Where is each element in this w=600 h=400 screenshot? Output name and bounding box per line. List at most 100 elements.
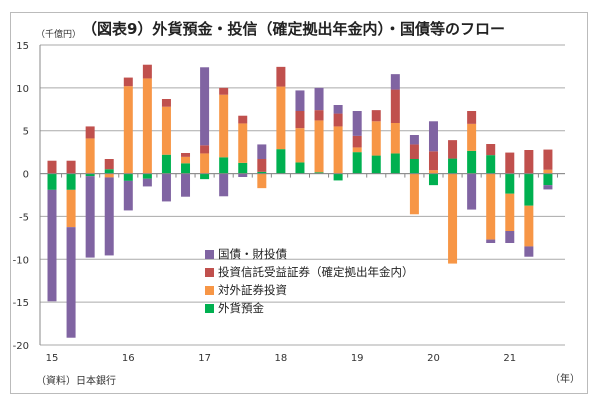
bar-segment — [524, 150, 534, 174]
bar-segment — [333, 173, 343, 181]
x-tick-label: 17 — [198, 353, 211, 364]
bar-segment — [257, 171, 267, 174]
y-tick-label: 15 — [16, 41, 29, 52]
bar-segment — [219, 94, 229, 158]
y-tick-label: 10 — [16, 84, 29, 95]
bar-segment — [467, 150, 477, 174]
bar-segment — [238, 123, 248, 163]
y-axis-unit: （千億円） — [36, 30, 82, 40]
bar-segment — [85, 138, 95, 174]
bar-segment — [104, 177, 114, 256]
bar-segment — [257, 144, 267, 159]
bar-segment — [543, 185, 553, 190]
bar-segment — [409, 144, 419, 159]
legend-swatch — [205, 249, 214, 259]
bar-segment — [314, 172, 324, 174]
bar-segment — [352, 147, 362, 153]
y-tick-label: -5 — [19, 212, 29, 223]
bar-segment — [181, 163, 191, 174]
bar-segment — [161, 173, 171, 202]
legend: 国債・財投債 投資信託受益証券（確定拠出年金内） 対外証券投資 外貨預金 — [205, 245, 414, 317]
bar-segment — [371, 155, 381, 174]
bar-segment — [47, 160, 57, 174]
bar-segment — [428, 170, 438, 174]
bar-segment — [371, 121, 381, 156]
bar-segment — [428, 173, 438, 186]
x-tick-label: 21 — [503, 353, 516, 364]
bar-segment — [467, 173, 477, 210]
bar-segment — [428, 121, 438, 152]
bar-segment — [238, 173, 248, 177]
bar-segment — [295, 90, 305, 111]
legend-swatch — [205, 285, 214, 295]
x-tick-label: 15 — [46, 353, 59, 364]
chart-frame — [10, 12, 588, 394]
bar-segment — [47, 189, 57, 302]
bar-segment — [238, 162, 248, 174]
y-tick-label: 5 — [23, 127, 29, 138]
bar-segment — [66, 227, 76, 338]
bar-segment — [333, 113, 343, 127]
bar-segment — [524, 173, 534, 206]
legend-swatch — [205, 267, 214, 277]
bar-segment — [295, 128, 305, 163]
x-tick-label: 20 — [427, 353, 440, 364]
bar-segment — [200, 145, 210, 154]
legend-swatch — [205, 303, 214, 313]
bar-segment — [276, 149, 286, 174]
bar-segment — [161, 106, 171, 155]
bar-segment — [486, 239, 496, 243]
bar-segment — [181, 153, 191, 157]
bar-segment — [66, 173, 76, 190]
bar-segment — [142, 173, 152, 179]
bar-segment — [390, 89, 400, 123]
x-axis-unit: （年） — [550, 374, 580, 385]
bar-segment — [390, 74, 400, 90]
bar-segment — [181, 173, 191, 197]
bar-segment — [257, 159, 267, 172]
bar-segment — [66, 189, 76, 228]
bar-segment — [467, 123, 477, 151]
bar-segment — [85, 126, 95, 139]
y-tick-label: -20 — [13, 341, 29, 352]
bar-segment — [85, 173, 95, 177]
bar-segment — [295, 162, 305, 174]
bar-segment — [486, 173, 496, 240]
legend-item-investment-trust: 投資信託受益証券（確定拠出年金内） — [205, 263, 414, 281]
bar-segment — [123, 77, 133, 87]
bar-segment — [200, 153, 210, 174]
bar-segment — [409, 173, 419, 215]
bar-segment — [219, 87, 229, 95]
bar-segment — [352, 135, 362, 148]
y-tick-label: -10 — [13, 255, 29, 266]
bar-segment — [505, 193, 515, 231]
bar-segment — [448, 158, 458, 174]
bar-segment — [390, 123, 400, 154]
bar-segment — [66, 160, 76, 174]
bar-segment — [352, 111, 362, 136]
bar-segment — [295, 111, 305, 129]
bar-segment — [123, 86, 133, 174]
bar-segment — [505, 152, 515, 174]
legend-item-fx-deposit: 外貨預金 — [205, 299, 414, 317]
bar-segment — [409, 159, 419, 174]
bar-segment — [428, 151, 438, 171]
bar-segment — [543, 173, 553, 186]
bar-segment — [238, 115, 248, 124]
bar-segment — [409, 135, 419, 145]
bar-segment — [104, 173, 114, 178]
bar-segment — [333, 105, 343, 114]
bar-segment — [142, 178, 152, 187]
x-tick-label: 19 — [351, 353, 364, 364]
bar-segment — [161, 154, 171, 174]
legend-item-jgb: 国債・財投債 — [205, 245, 414, 263]
bar-segment — [486, 144, 496, 156]
bar-segment — [524, 246, 534, 257]
bar-segment — [371, 110, 381, 122]
bar-segment — [123, 180, 133, 211]
bar-segment — [200, 67, 210, 146]
bar-segment — [47, 173, 57, 190]
bar-segment — [448, 173, 458, 264]
bar-segment — [505, 231, 515, 243]
